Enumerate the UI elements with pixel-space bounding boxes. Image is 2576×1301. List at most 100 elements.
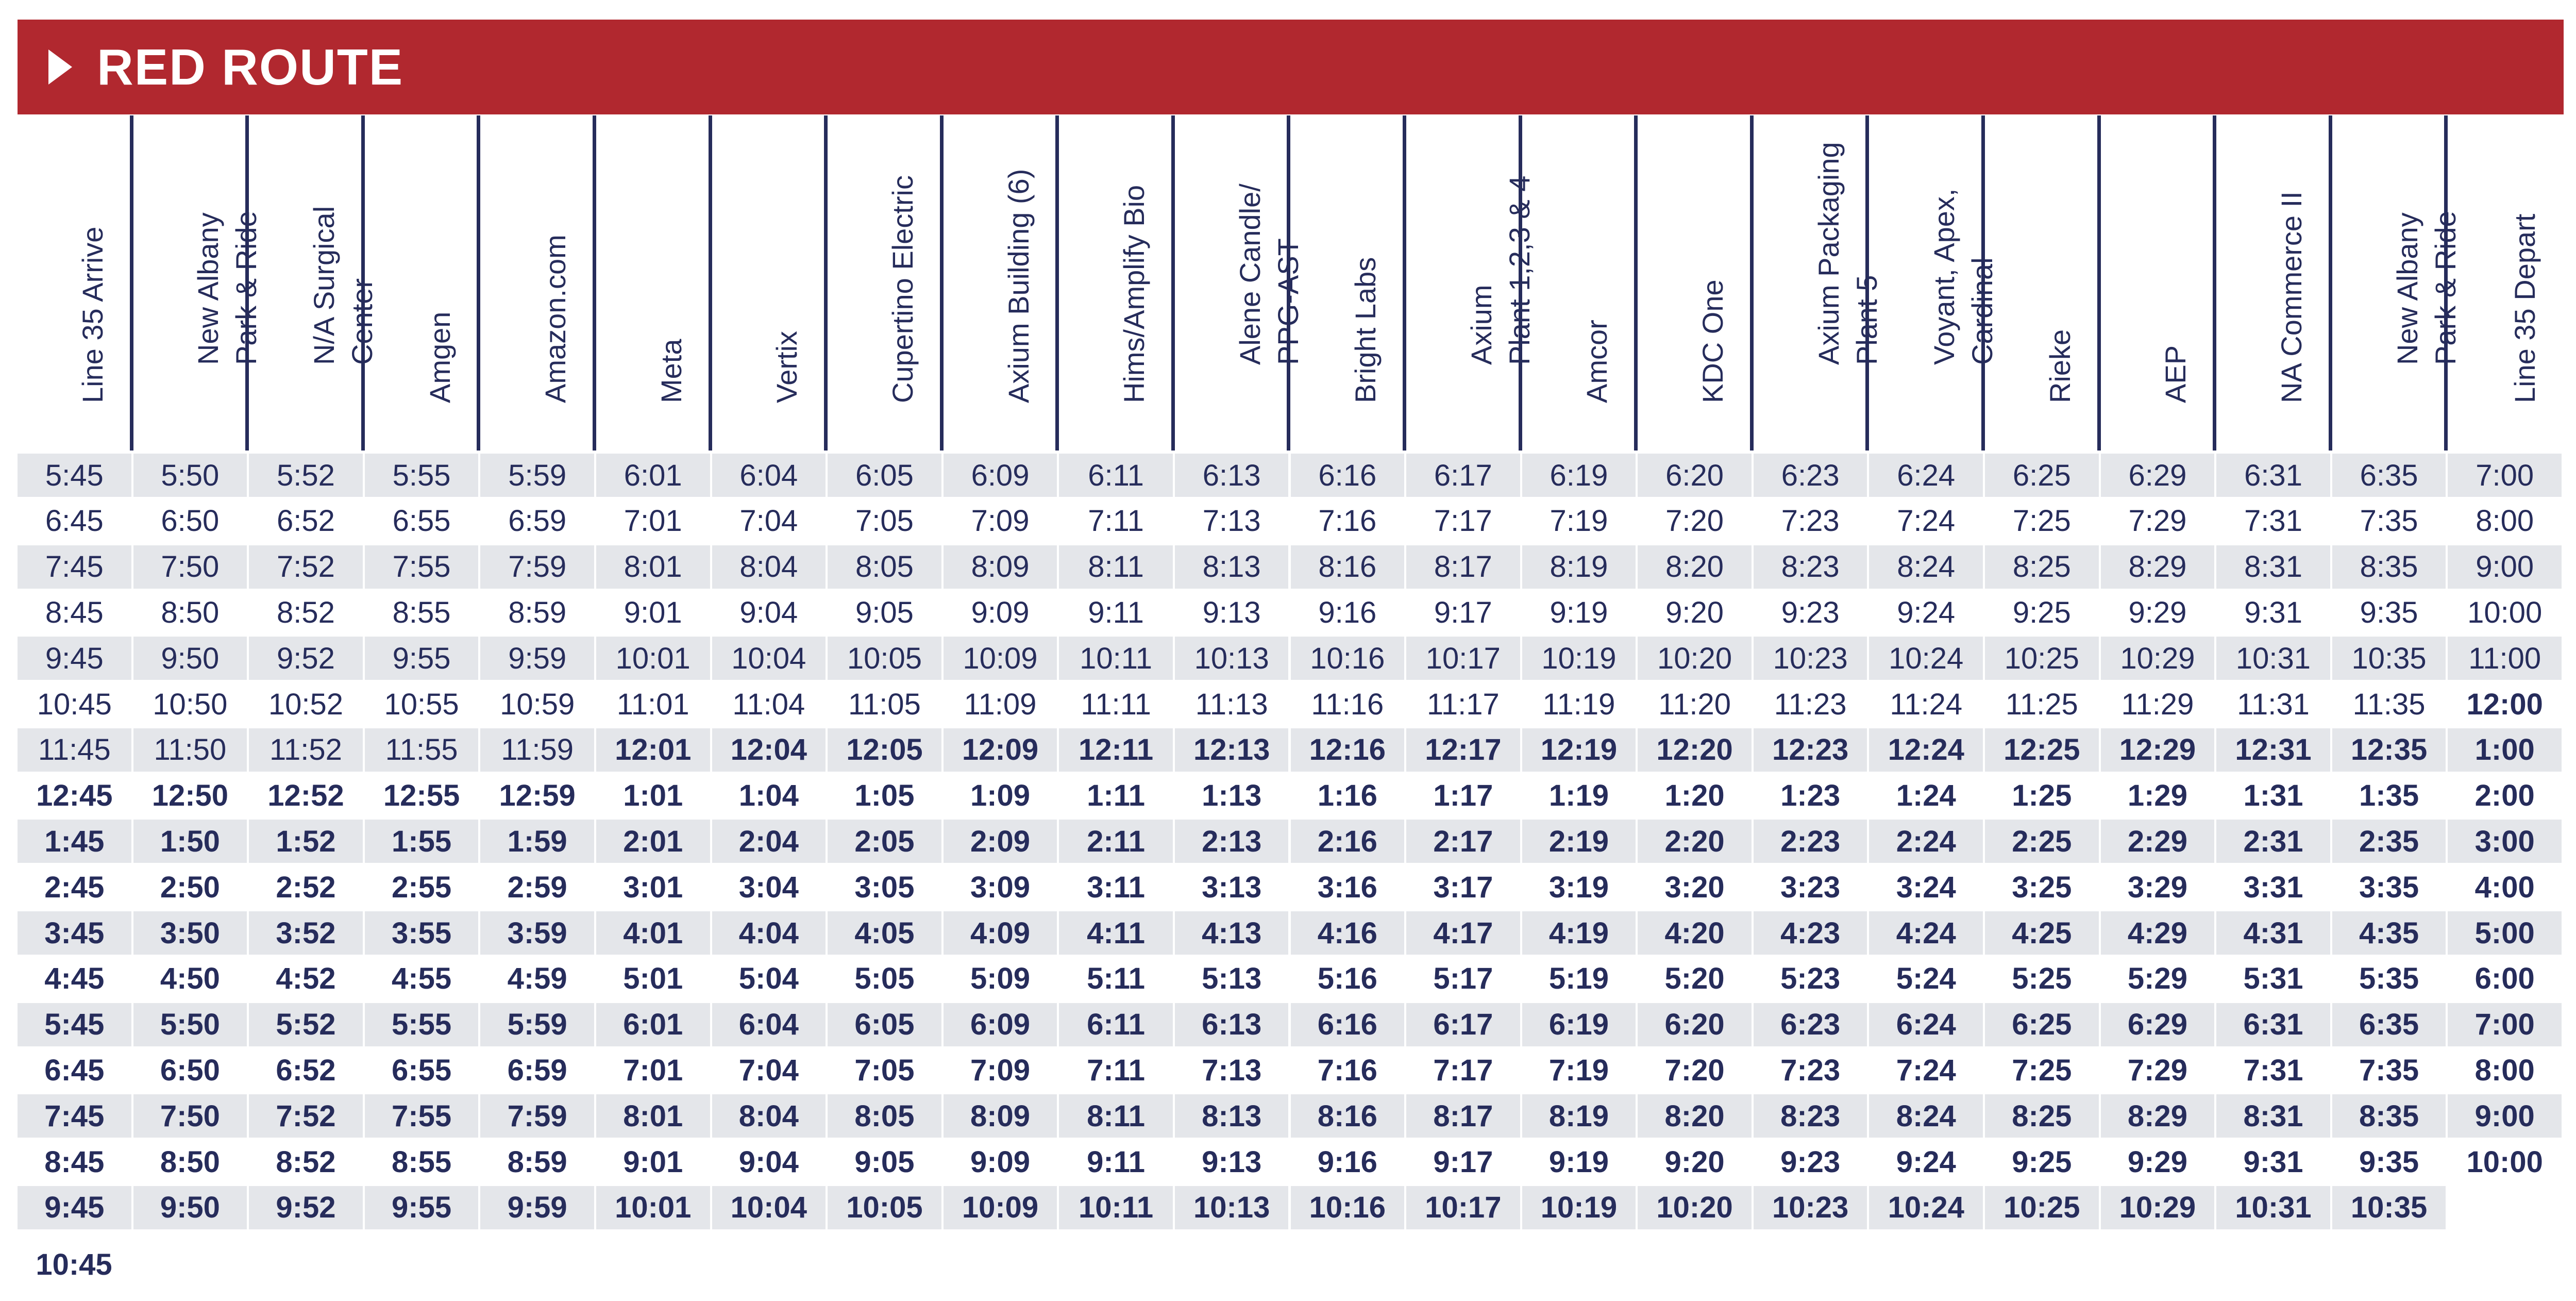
time-cell: 11:45 (18, 728, 131, 772)
time-cell: 6:16 (1290, 454, 1405, 497)
time-cell: 8:50 (161, 595, 220, 629)
time-cell: 3:31 (2243, 870, 2303, 904)
time-cell: 4:11 (1059, 911, 1173, 955)
time-cell: 12:24 (1869, 728, 1983, 772)
time-cell: 5:01 (623, 962, 683, 996)
time-cell: 9:23 (1781, 595, 1840, 629)
time-cell: 12:00 (2466, 687, 2543, 721)
time-cell: 2:00 (2474, 779, 2535, 813)
time-cell: 5:31 (2243, 962, 2303, 996)
time-cell: 9:29 (2127, 1145, 2187, 1179)
time-cell: 3:35 (2359, 870, 2419, 904)
time-cell: 3:52 (249, 911, 363, 955)
time-cell: 9:50 (133, 1186, 247, 1229)
time-cell: 7:50 (133, 545, 247, 589)
table-row: 1:45 1:50 1:52 1:55 1:59 2:01 2:04 2:05 2:09 2:11… (18, 820, 2564, 864)
time-cell: 7:16 (1317, 1053, 1377, 1087)
time-cell: 11:24 (1890, 687, 1963, 721)
stop-name: Hims/Amplify Bio (1118, 185, 1151, 403)
time-cell: 7:04 (739, 504, 798, 538)
stop-header-cell: Axium Plant 1,2,3 & 4 (1406, 115, 1536, 451)
time-cell: 9:52 (249, 637, 363, 680)
time-cell: 4:17 (1406, 911, 1520, 955)
time-cell: 7:29 (2128, 504, 2187, 538)
time-cell: 7:24 (1897, 504, 1956, 538)
stop-header-cell: Bright Labs (1291, 115, 1407, 451)
time-cell: 5:00 (2448, 911, 2562, 955)
time-cell: 11:13 (1195, 687, 1268, 721)
time-cell: 8:19 (1522, 1094, 1636, 1138)
time-cell: 6:31 (2216, 1003, 2330, 1046)
time-cell: 9:09 (970, 1145, 1031, 1179)
time-cell: 7:00 (2448, 1003, 2562, 1046)
time-cell: 5:29 (2127, 962, 2187, 996)
time-cell: 10:13 (1174, 637, 1289, 680)
stop-name: AEP (2159, 345, 2192, 403)
time-cell: 3:59 (480, 911, 594, 955)
time-cell: 6:29 (2100, 454, 2215, 497)
time-cell: 8:11 (1059, 1094, 1173, 1138)
time-cell: 9:04 (738, 1145, 799, 1179)
time-cell: 10:24 (1869, 637, 1983, 680)
time-cell: 6:19 (1522, 454, 1636, 497)
stop-name: Vertix (770, 330, 803, 403)
time-cell: 4:01 (596, 911, 710, 955)
time-cell: 9:31 (2244, 595, 2302, 629)
time-cell: 7:20 (1664, 1053, 1725, 1087)
time-cell: 11:09 (964, 687, 1037, 721)
time-cell: 11:01 (616, 687, 689, 721)
time-cell: 8:17 (1406, 545, 1520, 589)
time-cell: 1:01 (623, 779, 683, 813)
time-cell: 7:17 (1434, 504, 1492, 538)
time-cell: 6:17 (1406, 1003, 1520, 1046)
time-cell: 5:45 (18, 1003, 131, 1046)
time-cell: 1:04 (738, 779, 799, 813)
time-cell: 7:50 (133, 1094, 247, 1138)
time-cell: 2:59 (507, 870, 567, 904)
time-cell: 6:05 (828, 454, 941, 497)
time-cell: 12:55 (383, 779, 460, 813)
time-cell: 10:20 (1638, 1186, 1752, 1229)
time-cell: 10:31 (2216, 1186, 2330, 1229)
time-cell: 7:17 (1433, 1053, 1493, 1087)
time-cell: 7:09 (970, 1053, 1031, 1087)
stop-header-cell: Rieke (1985, 115, 2101, 451)
stop-header-cell: KDC One (1638, 115, 1754, 451)
time-cell: 8:29 (2100, 1094, 2215, 1138)
time-cell: 6:59 (507, 1053, 567, 1087)
time-cell: 11:16 (1311, 687, 1384, 721)
time-cell: 6:35 (2332, 1003, 2446, 1046)
time-cell: 7:19 (1548, 1053, 1609, 1087)
time-cell: 10:04 (712, 1186, 826, 1229)
time-cell: 1:24 (1896, 779, 1956, 813)
time-cell: 12:20 (1638, 728, 1752, 772)
time-cell: 9:20 (1664, 1145, 1725, 1179)
time-cell: 6:24 (1869, 1003, 1983, 1046)
time-cell: 7:25 (2012, 1053, 2072, 1087)
time-cell: 2:05 (828, 820, 941, 863)
time-cell: 6:13 (1174, 454, 1289, 497)
time-cell: 2:45 (44, 870, 105, 904)
stop-name: Meta (654, 339, 687, 404)
time-cell: 9:59 (480, 637, 594, 680)
time-cell: 1:52 (249, 820, 363, 863)
time-cell: 12:50 (151, 779, 229, 813)
stop-header-cell: Line 35 Depart (2448, 115, 2564, 451)
time-cell: 1:55 (364, 820, 479, 863)
time-cell: 9:50 (133, 637, 247, 680)
stop-name: Line 35 Depart (2508, 213, 2541, 403)
time-cell: 10:00 (2466, 1145, 2543, 1179)
time-cell: 5:17 (1433, 962, 1493, 996)
time-cell: 6:45 (44, 1053, 105, 1087)
time-cell: 6:59 (508, 504, 567, 538)
time-cell: 12:16 (1290, 728, 1405, 772)
time-cell: 8:55 (392, 1145, 452, 1179)
table-row: 5:45 5:50 5:52 5:55 5:59 6:01 6:04 6:05 6:09 6:11… (18, 454, 2564, 498)
time-cell: 6:20 (1638, 454, 1752, 497)
time-cell: 8:11 (1059, 545, 1173, 589)
table-row: 8:45 8:50 8:52 8:55 8:59 9:01 9:04 9:05 9:09 9:11… (18, 591, 2564, 635)
time-cell: 11:19 (1542, 687, 1615, 721)
time-cell: 9:19 (1548, 1145, 1609, 1179)
time-cell: 4:45 (44, 962, 105, 996)
time-cell: 3:45 (18, 911, 131, 955)
